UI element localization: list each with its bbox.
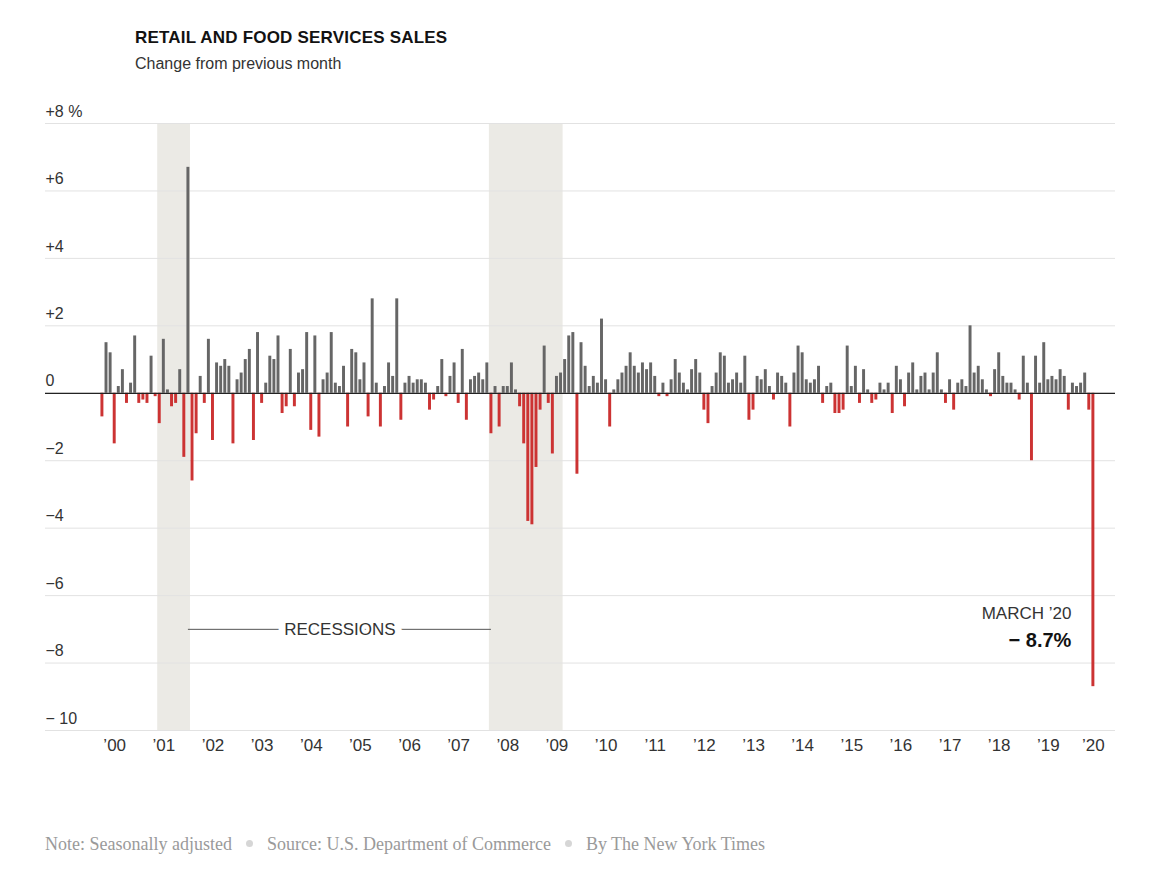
svg-text:’16: ’16	[890, 736, 913, 755]
svg-text:’12: ’12	[693, 736, 716, 755]
svg-text:+6: +6	[46, 170, 64, 187]
svg-text:−8: −8	[46, 642, 64, 659]
html-text:By The New York Times: By The New York Times	[585, 834, 766, 854]
html-text:Change from previous month: Change from previous month	[135, 55, 342, 72]
svg-text:’05: ’05	[349, 736, 372, 755]
svg-text:+2: +2	[46, 305, 64, 322]
svg-text:’03: ’03	[251, 736, 274, 755]
svg-text:’13: ’13	[742, 736, 765, 755]
svg-text:’02: ’02	[202, 736, 225, 755]
svg-text:’08: ’08	[496, 736, 519, 755]
svg-text:’17: ’17	[939, 736, 962, 755]
svg-text:’10: ’10	[595, 736, 618, 755]
svg-text:’06: ’06	[398, 736, 421, 755]
svg-text:’04: ’04	[300, 736, 323, 755]
html-text:Source: U.S. Department of Com: Source: U.S. Department of Commerce	[267, 834, 551, 854]
svg-text:’01: ’01	[152, 736, 175, 755]
svg-text:MARCH ’20: MARCH ’20	[982, 604, 1072, 623]
svg-text:’20: ’20	[1082, 736, 1105, 755]
svg-text:0: 0	[46, 372, 55, 389]
svg-text:− 10: − 10	[46, 710, 78, 727]
svg-text:RECESSIONS: RECESSIONS	[284, 620, 395, 639]
svg-text:’19: ’19	[1037, 736, 1060, 755]
svg-text:’15: ’15	[840, 736, 863, 755]
svg-text:− 8.7%: − 8.7%	[1009, 629, 1072, 651]
html-text:RETAIL AND FOOD SERVICES SALES: RETAIL AND FOOD SERVICES SALES	[135, 28, 448, 47]
svg-text:−4: −4	[46, 507, 64, 524]
svg-text:’09: ’09	[546, 736, 569, 755]
svg-text:’18: ’18	[988, 736, 1011, 755]
svg-text:−2: −2	[46, 440, 64, 457]
svg-text:’00: ’00	[103, 736, 126, 755]
svg-text:+8 %: +8 %	[46, 103, 83, 120]
svg-text:+4: +4	[46, 238, 64, 255]
html-text:Note: Seasonally adjusted: Note: Seasonally adjusted	[45, 834, 232, 854]
svg-text:’07: ’07	[447, 736, 470, 755]
svg-text:’14: ’14	[791, 736, 814, 755]
svg-text:’11: ’11	[645, 736, 666, 755]
svg-text:−6: −6	[46, 575, 64, 592]
